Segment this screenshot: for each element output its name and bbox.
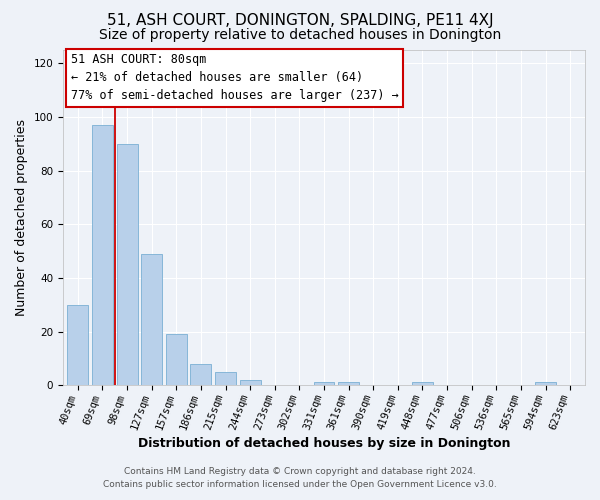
X-axis label: Distribution of detached houses by size in Donington: Distribution of detached houses by size … <box>138 437 510 450</box>
Bar <box>166 334 187 385</box>
Text: Size of property relative to detached houses in Donington: Size of property relative to detached ho… <box>99 28 501 42</box>
Bar <box>141 254 162 385</box>
Bar <box>116 144 137 385</box>
Text: 51 ASH COURT: 80sqm
← 21% of detached houses are smaller (64)
77% of semi-detach: 51 ASH COURT: 80sqm ← 21% of detached ho… <box>71 54 398 102</box>
Bar <box>215 372 236 385</box>
Bar <box>92 125 113 385</box>
Bar <box>338 382 359 385</box>
Y-axis label: Number of detached properties: Number of detached properties <box>15 119 28 316</box>
Bar <box>67 304 88 385</box>
Text: 51, ASH COURT, DONINGTON, SPALDING, PE11 4XJ: 51, ASH COURT, DONINGTON, SPALDING, PE11… <box>107 12 493 28</box>
Bar <box>314 382 334 385</box>
Bar <box>190 364 211 385</box>
Bar <box>239 380 260 385</box>
Text: Contains HM Land Registry data © Crown copyright and database right 2024.
Contai: Contains HM Land Registry data © Crown c… <box>103 468 497 489</box>
Bar <box>412 382 433 385</box>
Bar <box>535 382 556 385</box>
